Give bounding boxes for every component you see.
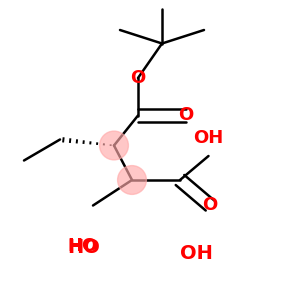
Text: O: O [130,69,146,87]
Text: O: O [178,106,194,124]
Text: OH: OH [194,129,224,147]
Text: O: O [202,196,217,214]
Text: HO: HO [68,237,98,255]
Circle shape [118,166,146,194]
Text: HO: HO [68,238,100,257]
Text: OH: OH [180,244,213,263]
Circle shape [100,131,128,160]
